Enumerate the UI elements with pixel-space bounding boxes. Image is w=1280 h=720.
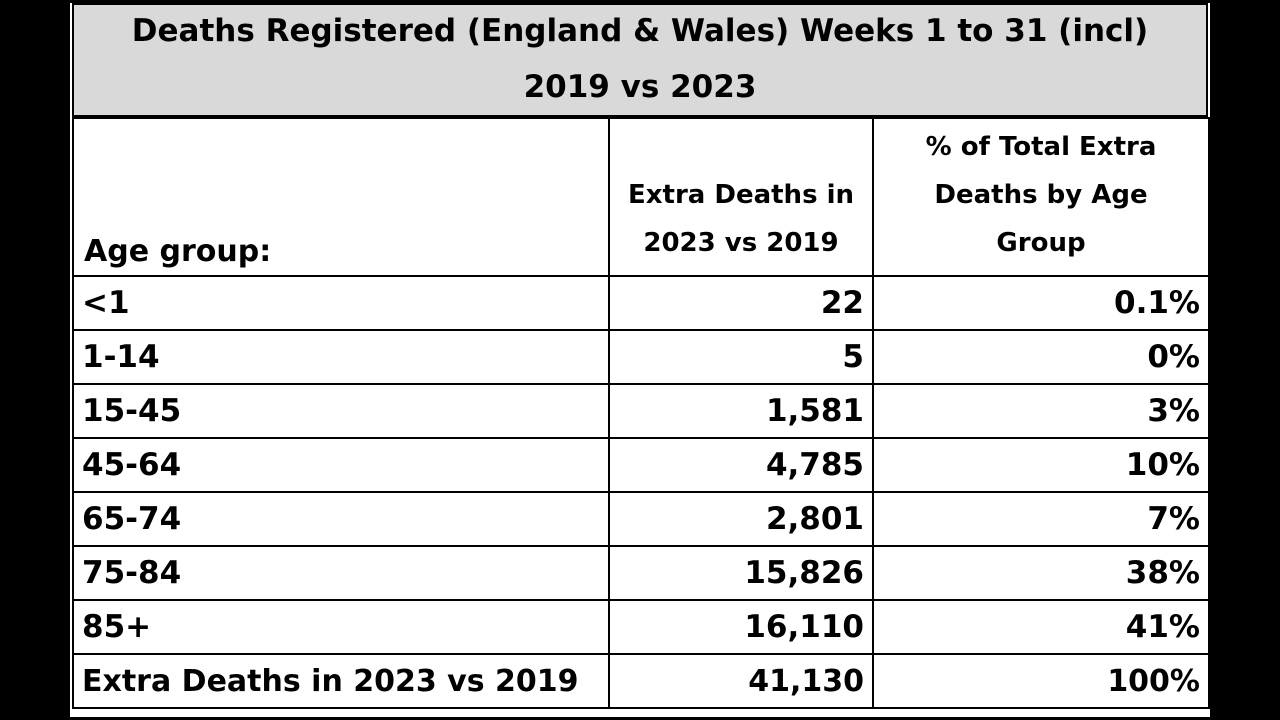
pct-cell: 0.1%: [872, 275, 1210, 331]
extra-cell: 1,581: [608, 383, 874, 439]
deaths-table: Age group: Extra Deaths in 2023 vs 2019 …: [72, 117, 1210, 709]
table-row: 85+ 16,110 41%: [72, 599, 1210, 655]
table-row: 1-14 5 0%: [72, 329, 1210, 385]
age-cell: 1-14: [72, 329, 610, 385]
table-row: <1 22 0.1%: [72, 275, 1210, 331]
title-box: Deaths Registered (England & Wales) Week…: [72, 3, 1208, 117]
age-cell: <1: [72, 275, 610, 331]
table-subtitle: 2019 vs 2023: [523, 69, 757, 105]
table-row: 75-84 15,826 38%: [72, 545, 1210, 601]
header-pct-line3: Group: [996, 228, 1086, 258]
pct-cell: 41%: [872, 599, 1210, 655]
pct-cell: 3%: [872, 383, 1210, 439]
header-row: Age group: Extra Deaths in 2023 vs 2019 …: [72, 117, 1210, 277]
total-pct: 100%: [872, 653, 1210, 709]
pct-cell: 38%: [872, 545, 1210, 601]
table-panel: Deaths Registered (England & Wales) Week…: [70, 3, 1210, 717]
total-label: Extra Deaths in 2023 vs 2019: [72, 653, 610, 709]
extra-cell: 2,801: [608, 491, 874, 547]
extra-cell: 22: [608, 275, 874, 331]
header-extra-deaths: Extra Deaths in 2023 vs 2019: [608, 117, 874, 277]
age-cell: 85+: [72, 599, 610, 655]
table-title: Deaths Registered (England & Wales) Week…: [131, 13, 1149, 49]
total-extra: 41,130: [608, 653, 874, 709]
extra-cell: 4,785: [608, 437, 874, 493]
table-row: 65-74 2,801 7%: [72, 491, 1210, 547]
header-extra-line2: 2023 vs 2019: [643, 228, 839, 258]
extra-cell: 15,826: [608, 545, 874, 601]
header-pct-line2: Deaths by Age: [934, 180, 1148, 210]
extra-cell: 16,110: [608, 599, 874, 655]
pct-cell: 7%: [872, 491, 1210, 547]
header-age-group: Age group:: [72, 117, 610, 277]
table-row: 15-45 1,581 3%: [72, 383, 1210, 439]
extra-cell: 5: [608, 329, 874, 385]
age-cell: 75-84: [72, 545, 610, 601]
header-percent: % of Total Extra Deaths by Age Group: [872, 117, 1210, 277]
age-cell: 65-74: [72, 491, 610, 547]
age-cell: 15-45: [72, 383, 610, 439]
header-pct-line1: % of Total Extra: [925, 132, 1157, 162]
total-row: Extra Deaths in 2023 vs 2019 41,130 100%: [72, 653, 1210, 709]
pct-cell: 10%: [872, 437, 1210, 493]
table-row: 45-64 4,785 10%: [72, 437, 1210, 493]
pct-cell: 0%: [872, 329, 1210, 385]
header-extra-line1: Extra Deaths in: [627, 180, 855, 210]
age-cell: 45-64: [72, 437, 610, 493]
